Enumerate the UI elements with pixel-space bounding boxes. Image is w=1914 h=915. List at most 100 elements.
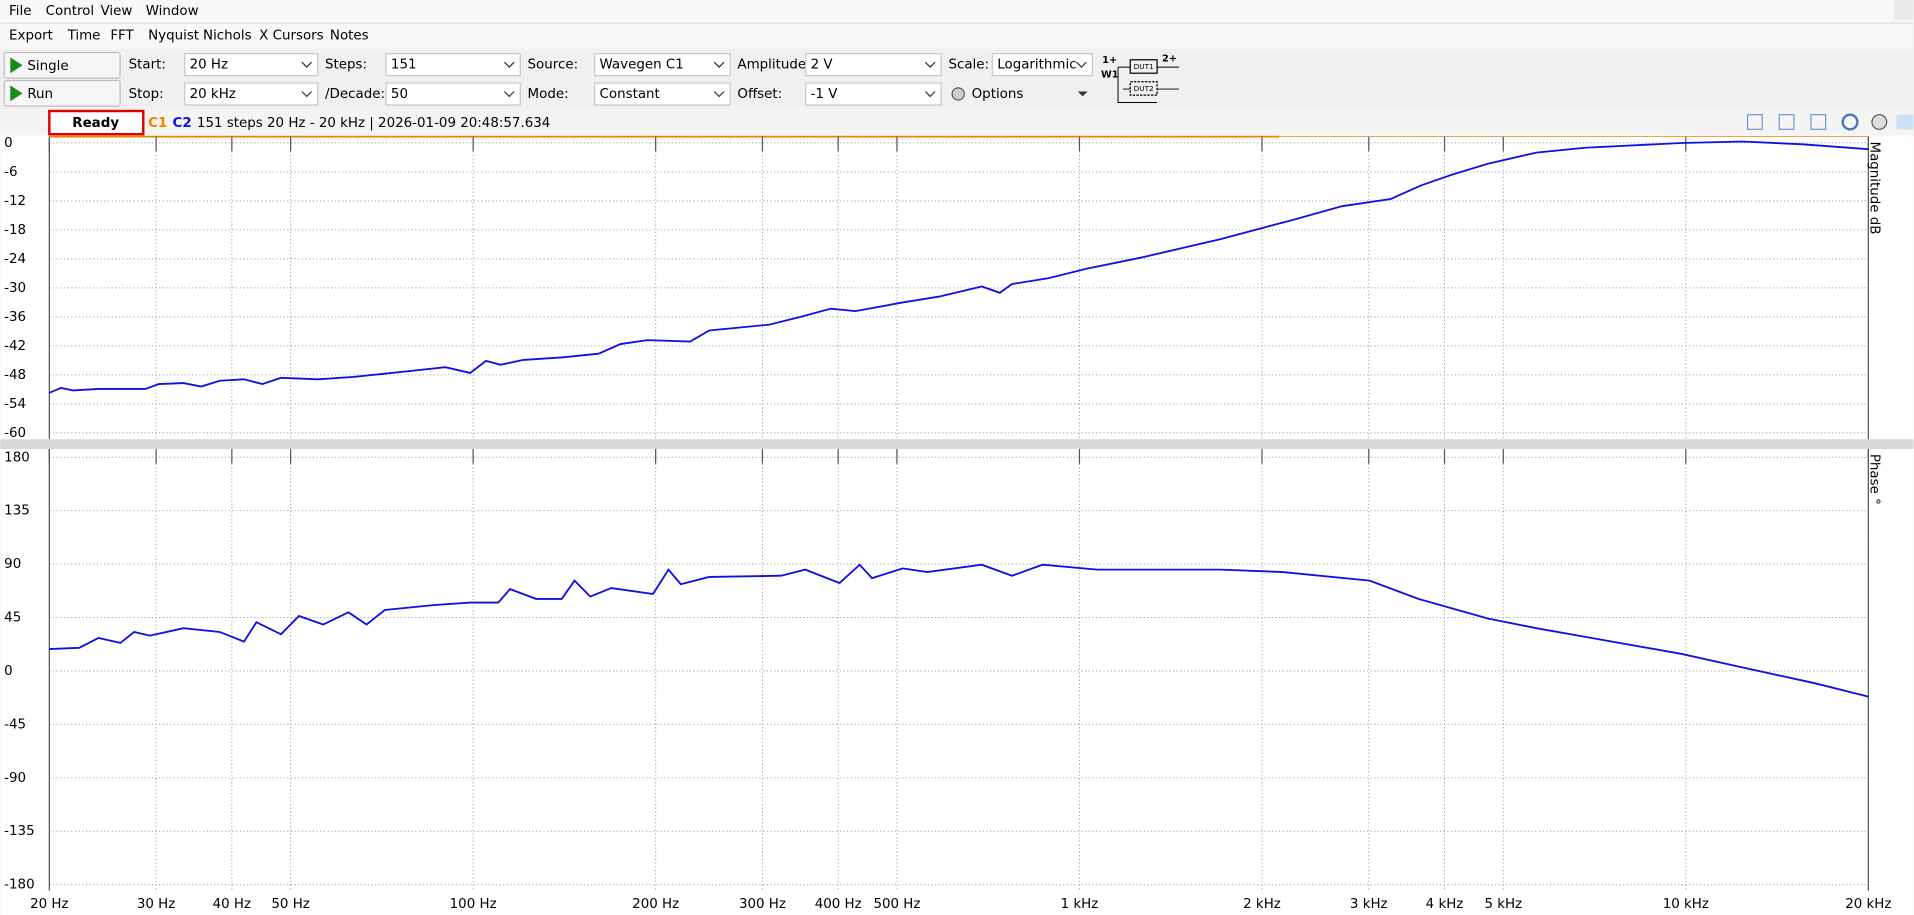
tool-icon[interactable] — [1896, 114, 1914, 130]
trace — [48, 140, 1869, 394]
menu-area — [0, 0, 1914, 49]
dropdown[interactable] — [184, 82, 319, 106]
x-tick-label: 400 Hz — [815, 897, 862, 912]
x-tick-label: 4 kHz — [1426, 897, 1464, 912]
field-label: Stop: — [129, 87, 164, 102]
y-tick-label: -24 — [4, 252, 26, 267]
dropdown[interactable] — [385, 82, 521, 106]
field-label: Offset: — [737, 87, 782, 102]
y-tick-label: -6 — [4, 165, 17, 180]
splitter — [0, 439, 1914, 449]
dropdown[interactable] — [594, 53, 731, 77]
menu-item[interactable]: Control — [46, 4, 94, 19]
chevron — [1076, 61, 1087, 68]
field-label: Start: — [129, 58, 166, 73]
x-tick-label: 300 Hz — [739, 897, 786, 912]
field-label: Mode: — [528, 87, 569, 102]
zoom-icon[interactable] — [1841, 113, 1859, 131]
field-label: Amplitude: — [737, 58, 810, 73]
button[interactable] — [3, 79, 121, 107]
chevron — [1077, 91, 1088, 97]
diagram-label: DUT2 — [1134, 84, 1154, 93]
x-tick-label: 100 Hz — [450, 897, 497, 912]
y-tick-label: -135 — [4, 824, 34, 839]
chevron — [301, 91, 313, 98]
play-icon — [10, 85, 23, 102]
x-tick-label: 30 Hz — [137, 897, 175, 912]
tab[interactable]: Nyquist — [148, 28, 199, 43]
button-label: Single — [27, 59, 68, 74]
state: Ready — [72, 116, 119, 131]
y-tick-label: -48 — [4, 368, 26, 383]
dropdown-value: 50 — [391, 87, 408, 102]
tab[interactable]: Time — [67, 28, 101, 43]
corner-button[interactable] — [1893, 0, 1914, 20]
tab[interactable]: Nichols — [203, 28, 252, 43]
y-tick-label: 45 — [4, 611, 21, 626]
x-tick-label: 200 Hz — [632, 897, 679, 912]
tab[interactable]: FFT — [110, 28, 134, 43]
y-tick-label: -30 — [4, 281, 26, 296]
diagram-label: 2+ — [1162, 54, 1177, 65]
dropdown-value: 151 — [391, 58, 417, 73]
y-tick-label: 180 — [4, 450, 30, 465]
tool-icon[interactable] — [1810, 114, 1827, 130]
menu-item[interactable]: Window — [146, 4, 199, 19]
dropdown-value: 20 Hz — [190, 58, 228, 73]
y-axis-label: Phase ° — [1866, 454, 1881, 505]
trace — [49, 563, 1869, 698]
dut-box — [1129, 59, 1158, 74]
dut-box — [1129, 81, 1158, 96]
dropdown[interactable] — [184, 53, 319, 77]
x-tick-label: 5 kHz — [1484, 897, 1522, 912]
dropdown[interactable] — [805, 53, 942, 77]
y-tick-label: -36 — [4, 310, 26, 325]
dropdown-value: Logarithmic — [997, 58, 1076, 73]
menu-item[interactable]: File — [9, 4, 31, 19]
view-tools — [1746, 113, 1914, 131]
dropdown[interactable] — [805, 82, 942, 106]
dropdown[interactable] — [385, 53, 521, 77]
field-label: Steps: — [325, 58, 367, 73]
diagram-label: 1+ — [1102, 55, 1117, 66]
chevron — [924, 61, 936, 68]
tool-icon[interactable] — [1778, 114, 1795, 130]
y-tick-label: -18 — [4, 223, 26, 238]
dropdown-value: Wavegen C1 — [600, 58, 684, 73]
dropdown[interactable] — [991, 53, 1094, 77]
gear-icon — [951, 87, 965, 101]
dropdown[interactable] — [594, 82, 731, 106]
x-tick-label: 20 Hz — [30, 897, 68, 912]
state-box — [48, 109, 145, 136]
settings-icon[interactable] — [1871, 114, 1888, 130]
channel-c2[interactable]: C2 — [173, 116, 192, 131]
x-tick-label: 2 kHz — [1243, 897, 1281, 912]
diagram-wire — [1117, 66, 1180, 103]
chevron — [713, 91, 725, 98]
status-bar — [0, 109, 1914, 136]
channel-c1[interactable]: C1 — [148, 116, 167, 131]
y-tick-label: -42 — [4, 339, 26, 354]
diagram-label: W1 — [1101, 69, 1119, 80]
tab[interactable]: Export — [9, 28, 53, 43]
options[interactable]: Options — [972, 87, 1024, 102]
chevron — [503, 91, 515, 98]
y-tick-label: -45 — [4, 717, 26, 732]
y-tick-label: -60 — [4, 426, 26, 441]
x-tick-label: 20 kHz — [1845, 897, 1891, 912]
x-tick-label: 40 Hz — [213, 897, 251, 912]
y-axis-label: Magnitude dB — [1866, 142, 1881, 235]
tab[interactable]: Notes — [330, 28, 369, 43]
x-tick-label: 1 kHz — [1061, 897, 1099, 912]
field-label: Source: — [528, 58, 579, 73]
chevron — [503, 61, 515, 68]
tool-icon[interactable] — [1746, 114, 1763, 130]
tab[interactable]: X Cursors — [259, 28, 324, 43]
menu-item[interactable]: View — [101, 4, 133, 19]
button[interactable] — [3, 51, 121, 79]
x-tick-label: 3 kHz — [1350, 897, 1388, 912]
play-icon — [10, 57, 23, 74]
field-label: Scale: — [948, 58, 989, 73]
